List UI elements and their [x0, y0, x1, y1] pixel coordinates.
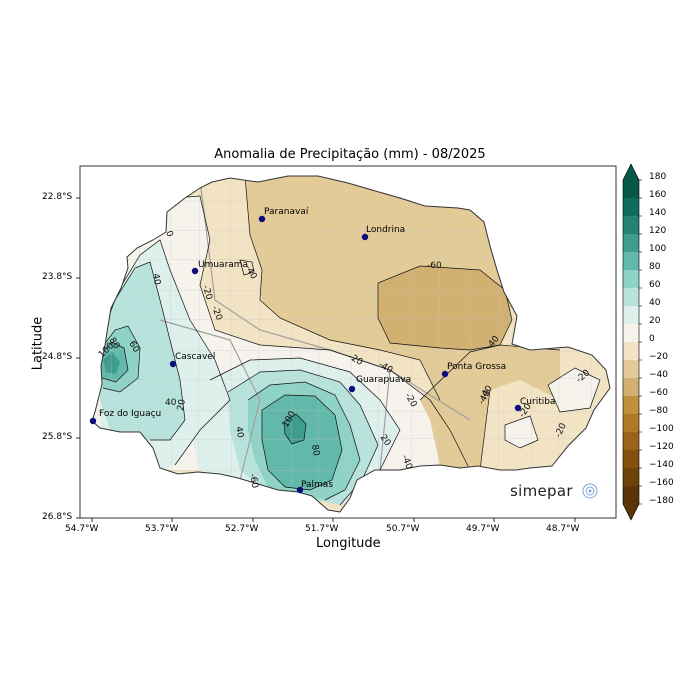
contour-label: -60 [427, 261, 442, 271]
simepar-logo-mark [582, 483, 598, 499]
lon-tick-label: 48.7°W [546, 524, 580, 534]
colorbar-tick-label: −160 [649, 478, 674, 488]
anomaly-fill-layer [92, 176, 610, 512]
colorbar-tick-label: 140 [649, 208, 667, 218]
lon-tick-label: 49.7°W [466, 524, 500, 534]
city-marker-ponta-grossa [441, 370, 449, 378]
colorbar-tick-label: 40 [649, 298, 661, 308]
city-marker-umuarama [191, 267, 199, 275]
map-title: Anomalia de Precipitação (mm) - 08/2025 [214, 147, 486, 162]
colorbar-segment [623, 396, 639, 414]
colorbar-segment [623, 486, 639, 504]
colorbar-segment [623, 234, 639, 252]
city-marker-palmas [296, 486, 304, 494]
city-marker-curitiba [514, 404, 522, 412]
colorbar-tick-label: −180 [649, 496, 674, 506]
city-label-londrina: Londrina [366, 225, 406, 235]
city-markers [89, 215, 522, 494]
city-label-umuarama: Umuarama [198, 260, 249, 270]
colorbar-tick-label: 120 [649, 226, 667, 236]
city-label-foz-do-iguacu: Foz do Iguaçu [99, 409, 162, 419]
colorbar-tick-label: 0 [649, 334, 655, 344]
colorbar-segment [623, 252, 639, 270]
city-marker-foz-do-iguacu [89, 417, 97, 425]
city-label-guarapuava: Guarapuava [356, 375, 412, 385]
colorbar-segment [623, 360, 639, 378]
contour-label-layer: 0 -20 -40 -60 -20 40 80 100 60 40 20 -20… [97, 230, 592, 490]
x-axis-label: Longitude [316, 536, 381, 551]
lon-tick-label: 52.7°W [225, 524, 259, 534]
colorbar-tick-label: −20 [649, 352, 668, 362]
lon-tick-label: 53.7°W [145, 524, 179, 534]
city-label-ponta-grossa: Ponta Grossa [447, 362, 507, 372]
contour-label: -40 [399, 454, 414, 471]
contour-lines [99, 176, 601, 506]
lat-tick-label: 22.8°S [42, 192, 73, 202]
city-label-curitiba: Curitiba [520, 397, 556, 407]
contour-label: -20 [209, 305, 224, 322]
colorbar-tick-label: 180 [649, 172, 667, 182]
lon-tick-label: 54.7°W [65, 524, 99, 534]
colorbar-segment [623, 414, 639, 432]
city-marker-londrina [361, 233, 369, 241]
city-marker-cascavel [169, 360, 177, 368]
colorbar-segment [623, 216, 639, 234]
lat-tick-label: 25.8°S [42, 432, 73, 442]
contour-label: 80 [309, 444, 321, 457]
axis-ticks [76, 197, 576, 522]
colorbar [622, 163, 642, 521]
colorbar-tick-label: −120 [649, 442, 674, 452]
contour-label: 40 [150, 273, 162, 286]
colorbar-segment [623, 324, 639, 342]
colorbar-tick-label: 20 [649, 316, 661, 326]
colorbar-tick-label: −40 [649, 370, 668, 380]
city-marker-paranavai [258, 215, 266, 223]
lon-tick-label: 50.7°W [386, 524, 420, 534]
colorbar-tick-label: 100 [649, 244, 667, 254]
lat-tick-label: 23.8°S [42, 272, 73, 282]
region-lines [159, 179, 471, 481]
city-label-cascavel: Cascavel [175, 352, 216, 362]
contour-label: 40 [233, 426, 245, 439]
colorbar-tick-label: 160 [649, 190, 667, 200]
lat-tick-label: 24.8°S [42, 352, 73, 362]
y-axis-label: Latitude [30, 316, 46, 371]
colorbar-tick-label: −60 [649, 388, 668, 398]
contour-label: 40 [165, 398, 177, 408]
city-label-palmas: Palmas [301, 480, 334, 490]
colorbar-extend-top [623, 164, 639, 180]
colorbar-segment [623, 306, 639, 324]
lat-tick-label: 26.8°S [42, 512, 73, 522]
contour-label: -20 [200, 284, 214, 301]
colorbar-segment [623, 270, 639, 288]
lon-tick-label: 51.7°W [305, 524, 339, 534]
colorbar-segment [623, 342, 639, 360]
colorbar-extend-bottom [623, 504, 639, 520]
colorbar-segment [623, 378, 639, 396]
colorbar-segment [623, 288, 639, 306]
colorbar-tick-label: −140 [649, 460, 674, 470]
colorbar-segment [623, 198, 639, 216]
contour-label: 0 [163, 230, 174, 239]
colorbar-segment [623, 468, 639, 486]
contour-label: -60 [247, 473, 259, 489]
city-marker-guarapuava [348, 385, 356, 393]
colorbar-segment [623, 432, 639, 450]
colorbar-segment [623, 450, 639, 468]
colorbar-tick-label: −80 [649, 406, 668, 416]
colorbar-tick-label: −100 [649, 424, 674, 434]
contour-label: 20 [176, 398, 188, 411]
simepar-logo-text: simepar [510, 482, 573, 500]
colorbar-tick-label: 60 [649, 280, 661, 290]
colorbar-segment [623, 180, 639, 198]
colorbar-tick-label: 80 [649, 262, 661, 272]
city-label-paranavai: Paranavaí [264, 207, 309, 217]
